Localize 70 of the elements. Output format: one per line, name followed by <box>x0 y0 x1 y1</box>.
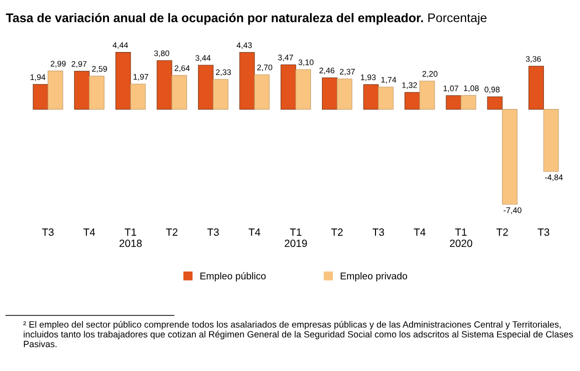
data-label: 1,93 <box>360 74 376 82</box>
x-tick-label: T3 <box>207 228 219 236</box>
data-label: 3,80 <box>154 50 170 58</box>
legend-label: Empleo privado <box>340 272 408 282</box>
data-label: 4,44 <box>112 42 128 49</box>
bar <box>212 79 228 110</box>
bar <box>446 95 462 110</box>
legend-label: Empleo público <box>200 272 266 282</box>
data-label: 4,43 <box>236 42 252 50</box>
text: ² El empleo del sector público comprende todos los asalariados de empresas públicas y de las Administraciones Central y Territoriales, incluidos tanto los trabajadores que cotizan al Régimen General de la Seguridad Social como los adscritos al Sistema Especial de Clases Pasivas. <box>23 320 573 348</box>
x-tick-label: T4 <box>248 228 260 236</box>
bar <box>48 70 64 110</box>
data-label: -4,84 <box>545 174 563 182</box>
data-label: 2,97 <box>72 61 87 68</box>
bar <box>172 75 188 110</box>
data-label: 3,47 <box>278 54 294 62</box>
x-tick-label: T3 <box>538 228 550 236</box>
bar <box>363 84 379 110</box>
x-tick-label: T2 <box>166 228 178 236</box>
chart-title: Tasa de variación anual de la ocupación por naturaleza del empleador. <box>6 12 423 25</box>
data-label: 2,64 <box>174 65 190 72</box>
bar <box>543 109 559 172</box>
data-label: 1,94 <box>30 74 46 81</box>
bar <box>239 52 255 110</box>
chart-subtitle: Porcentaje <box>428 12 487 25</box>
bar <box>89 76 104 110</box>
x-tick-label: T1 2018 <box>120 228 142 248</box>
data-label: 3,10 <box>298 59 314 66</box>
data-label: 3,44 <box>195 55 211 62</box>
bar <box>156 60 172 110</box>
data-label: 2,20 <box>422 70 438 78</box>
bar <box>502 109 518 205</box>
bar <box>528 66 544 110</box>
data-label: 3,36 <box>526 56 541 63</box>
data-label: 1,08 <box>464 85 479 92</box>
data-label: 2,70 <box>257 64 272 72</box>
x-tick-label: T1 2020 <box>450 228 472 248</box>
bar <box>32 84 48 110</box>
data-label: 2,46 <box>319 68 334 74</box>
data-label: 1,74 <box>381 76 396 84</box>
data-label: -7,40 <box>504 207 522 214</box>
data-label: 2,99 <box>50 60 66 68</box>
x-tick-label: T2 <box>496 228 508 236</box>
data-label: 2,59 <box>92 66 107 73</box>
bar <box>130 84 146 110</box>
bar <box>460 95 476 110</box>
bar <box>322 77 338 110</box>
data-label: 0,98 <box>484 86 500 94</box>
data-label: 2,37 <box>340 68 355 76</box>
bar <box>280 64 296 110</box>
data-label: 1,97 <box>134 74 148 81</box>
data-label: 1,07 <box>444 86 458 92</box>
x-tick-label: T4 <box>414 228 426 236</box>
bar <box>115 52 131 110</box>
bar <box>254 74 270 110</box>
bar <box>198 64 214 110</box>
x-tick-label: T3 <box>42 228 54 236</box>
x-tick-label: T4 <box>83 228 96 236</box>
x-tick-label: T1 2019 <box>284 228 307 248</box>
data-label: 2,33 <box>216 69 231 76</box>
bar <box>74 70 90 110</box>
bar <box>296 69 311 110</box>
bar <box>404 92 420 110</box>
bar <box>487 96 503 110</box>
bar <box>378 86 394 110</box>
data-label: 1,32 <box>402 82 417 89</box>
bar <box>419 80 435 110</box>
x-tick-label: T2 <box>331 228 343 236</box>
bar <box>336 78 352 110</box>
x-tick-label: T3 <box>372 228 384 236</box>
